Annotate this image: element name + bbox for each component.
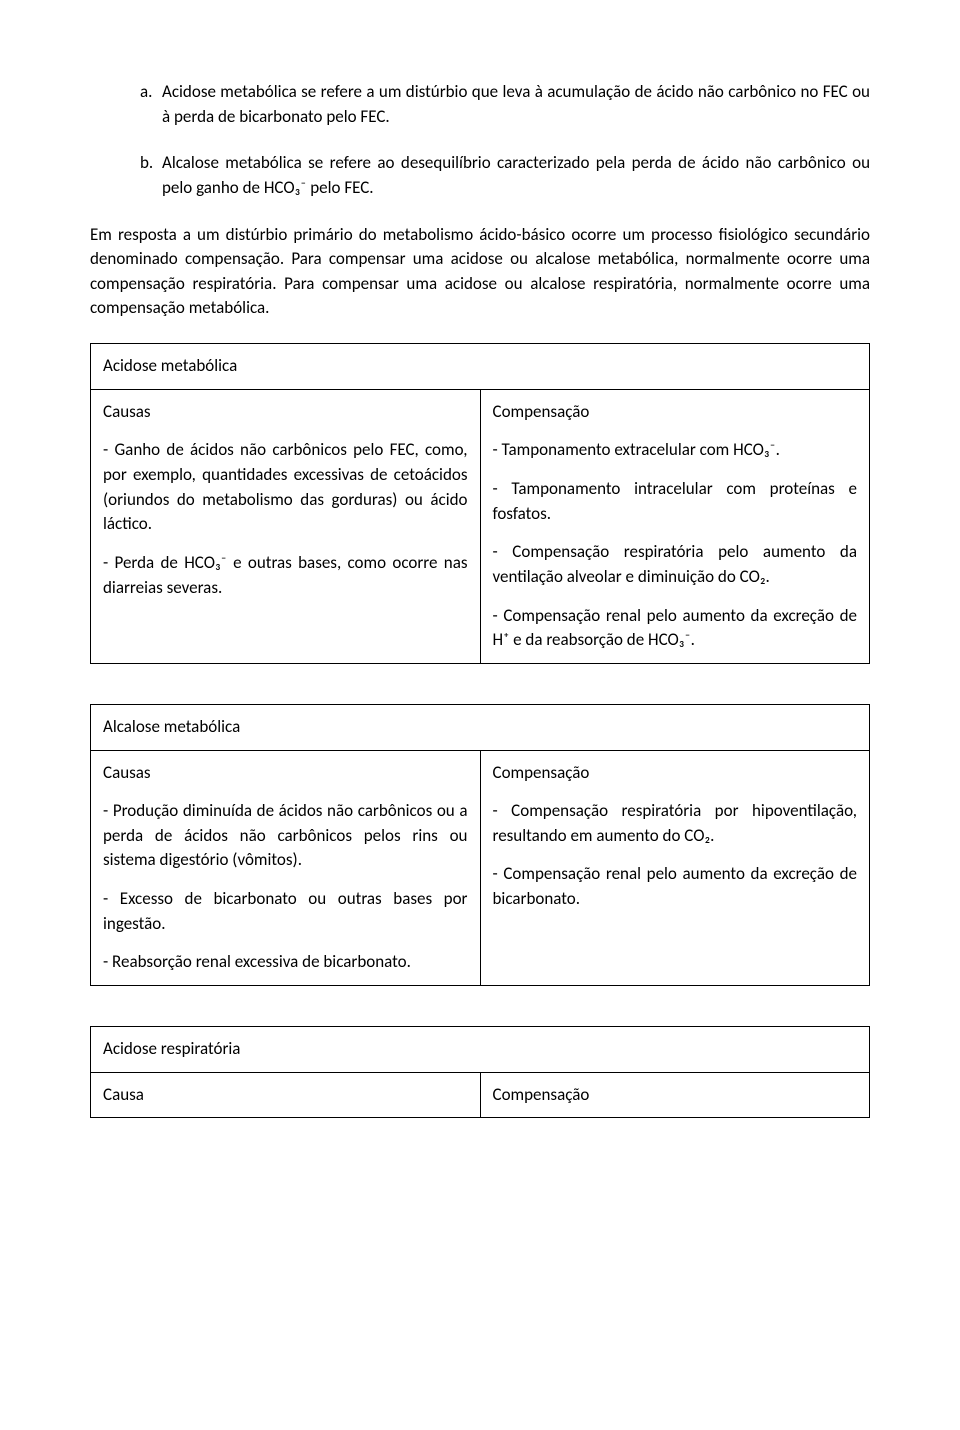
table2-right-item: - Compensação renal pelo aumento da excr…: [493, 862, 858, 911]
definition-text-a: Acidose metabólica se refere a um distúr…: [162, 80, 870, 129]
table2-left-item: - Produção diminuída de ácidos não carbô…: [103, 799, 468, 873]
table1-left-item: - Perda de HCO₃⁻ e outras bases, como oc…: [103, 551, 468, 600]
table1-compensacao-cell: Compensação - Tamponamento extracelular …: [480, 389, 870, 663]
table1-left-item: - Ganho de ácidos não carbônicos pelo FE…: [103, 438, 468, 537]
table2-right-heading: Compensação: [493, 761, 858, 786]
table3-compensacao-cell: Compensação: [480, 1072, 870, 1118]
table1-right-item: - Tamponamento extracelular com HCO₃⁻.: [493, 438, 858, 463]
table1-right-item: - Tamponamento intracelular com proteína…: [493, 477, 858, 526]
table1-right-heading: Compensação: [493, 400, 858, 425]
table2-left-item: - Reabsorção renal excessiva de bicarbon…: [103, 950, 468, 975]
definition-item-a: a. Acidose metabólica se refere a um dis…: [90, 80, 870, 129]
table3-left-heading: Causa: [103, 1084, 144, 1105]
table1-right-item: - Compensação respiratória pelo aumento …: [493, 540, 858, 589]
list-marker-a: a.: [140, 80, 162, 129]
table3-right-heading: Compensação: [493, 1084, 590, 1105]
table-acidose-respiratoria: Acidose respiratória Causa Compensação: [90, 1026, 870, 1118]
table2-left-item: - Excesso de bicarbonato ou outras bases…: [103, 887, 468, 936]
table1-right-item: - Compensação renal pelo aumento da excr…: [493, 604, 858, 653]
table1-left-heading: Causas: [103, 400, 468, 425]
table2-title: Alcalose metabólica: [91, 704, 870, 750]
table-alcalose-metabolica: Alcalose metabólica Causas - Produção di…: [90, 704, 870, 986]
table-acidose-metabolica: Acidose metabólica Causas - Ganho de áci…: [90, 343, 870, 664]
table2-causas-cell: Causas - Produção diminuída de ácidos nã…: [91, 750, 481, 985]
table1-causas-cell: Causas - Ganho de ácidos não carbônicos …: [91, 389, 481, 663]
table2-right-item: - Compensação respiratória por hipoventi…: [493, 799, 858, 848]
table3-causa-cell: Causa: [91, 1072, 481, 1118]
intro-paragraph: Em resposta a um distúrbio primário do m…: [90, 223, 870, 322]
list-marker-b: b.: [140, 151, 162, 200]
table2-left-heading: Causas: [103, 761, 468, 786]
table1-title: Acidose metabólica: [91, 344, 870, 390]
definition-text-b: Alcalose metabólica se refere ao desequi…: [162, 151, 870, 200]
definition-item-b: b. Alcalose metabólica se refere ao dese…: [90, 151, 870, 200]
table3-title: Acidose respiratória: [91, 1027, 870, 1073]
table2-compensacao-cell: Compensação - Compensação respiratória p…: [480, 750, 870, 985]
